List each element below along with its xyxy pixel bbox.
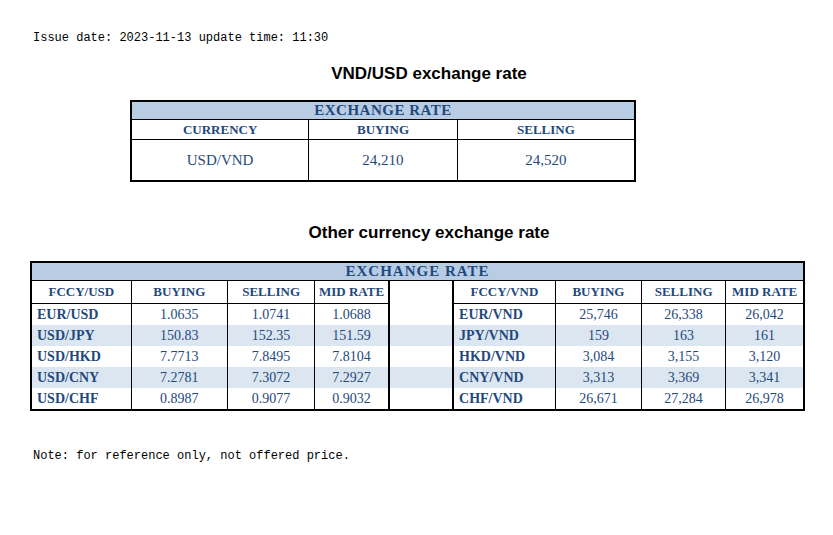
spacer-cell (389, 304, 453, 326)
selling-rate-cell: 7.3072 (227, 367, 314, 388)
pair-cell: USD/VND (131, 140, 309, 182)
mid-rate-cell: 151.59 (315, 325, 389, 346)
header-selling: SELLING (457, 120, 635, 140)
table-header-row: FCCY/USD BUYING SELLING MID RATE FCCY/VN… (31, 281, 804, 304)
mid-rate-cell: 7.8104 (315, 346, 389, 367)
header-buying-right: BUYING (555, 281, 641, 304)
mid-rate-cell: 26,978 (726, 388, 804, 410)
selling-rate-cell: 27,284 (642, 388, 726, 410)
spacer-cell (389, 367, 453, 388)
table-row: EUR/USD 1.0635 1.0741 1.0688 EUR/VND 25,… (31, 304, 804, 326)
header-midrate-right: MID RATE (726, 281, 804, 304)
exchange-rate-band: EXCHANGE RATE (131, 101, 635, 120)
header-selling-right: SELLING (642, 281, 726, 304)
buying-rate-cell: 24,210 (309, 140, 458, 182)
pair-cell: USD/CHF (31, 388, 131, 410)
buying-rate-cell: 3,084 (555, 346, 641, 367)
spacer-cell (389, 346, 453, 367)
pair-cell: CHF/VND (453, 388, 555, 410)
pair-cell: EUR/USD (31, 304, 131, 326)
selling-rate-cell: 3,369 (642, 367, 726, 388)
buying-rate-cell: 1.0635 (131, 304, 227, 326)
buying-rate-cell: 150.83 (131, 325, 227, 346)
pair-cell: EUR/VND (453, 304, 555, 326)
selling-rate-cell: 7.8495 (227, 346, 314, 367)
table-row: USD/CHF 0.8987 0.9077 0.9032 CHF/VND 26,… (31, 388, 804, 410)
selling-rate-cell: 1.0741 (227, 304, 314, 326)
pair-cell: USD/CNY (31, 367, 131, 388)
buying-rate-cell: 7.2781 (131, 367, 227, 388)
note-text: Note: for reference only, not offered pr… (33, 449, 350, 463)
buying-rate-cell: 26,671 (555, 388, 641, 410)
mid-rate-cell: 161 (726, 325, 804, 346)
buying-rate-cell: 0.8987 (131, 388, 227, 410)
buying-rate-cell: 3,313 (555, 367, 641, 388)
usd-vnd-rate-table: EXCHANGE RATE CURRENCY BUYING SELLING US… (130, 100, 636, 182)
mid-rate-cell: 26,042 (726, 304, 804, 326)
exchange-rate-band: EXCHANGE RATE (31, 262, 804, 281)
selling-rate-cell: 152.35 (227, 325, 314, 346)
pair-cell: CNY/VND (453, 367, 555, 388)
selling-rate-cell: 0.9077 (227, 388, 314, 410)
mid-rate-cell: 3,341 (726, 367, 804, 388)
table-band-row: EXCHANGE RATE (31, 262, 804, 281)
header-fccy-usd: FCCY/USD (31, 281, 131, 304)
buying-rate-cell: 7.7713 (131, 346, 227, 367)
usd-table-title: VND/USD exchange rate (29, 64, 829, 84)
table-row: USD/JPY 150.83 152.35 151.59 JPY/VND 159… (31, 325, 804, 346)
selling-rate-cell: 3,155 (642, 346, 726, 367)
header-currency: CURRENCY (131, 120, 309, 140)
header-buying-left: BUYING (131, 281, 227, 304)
selling-rate-cell: 24,520 (457, 140, 635, 182)
buying-rate-cell: 25,746 (555, 304, 641, 326)
selling-rate-cell: 163 (642, 325, 726, 346)
header-buying: BUYING (309, 120, 458, 140)
header-fccy-vnd: FCCY/VND (453, 281, 555, 304)
spacer-cell (389, 281, 453, 304)
other-table-title: Other currency exchange rate (29, 223, 829, 243)
issue-date-text: Issue date: 2023-11-13 update time: 11:3… (33, 31, 328, 45)
buying-rate-cell: 159 (555, 325, 641, 346)
selling-rate-cell: 26,338 (642, 304, 726, 326)
pair-cell: USD/JPY (31, 325, 131, 346)
table-row: USD/CNY 7.2781 7.3072 7.2927 CNY/VND 3,3… (31, 367, 804, 388)
mid-rate-cell: 7.2927 (315, 367, 389, 388)
table-row: USD/HKD 7.7713 7.8495 7.8104 HKD/VND 3,0… (31, 346, 804, 367)
mid-rate-cell: 1.0688 (315, 304, 389, 326)
mid-rate-cell: 0.9032 (315, 388, 389, 410)
header-midrate-left: MID RATE (315, 281, 389, 304)
table-row: USD/VND 24,210 24,520 (131, 140, 635, 182)
spacer-cell (389, 325, 453, 346)
pair-cell: USD/HKD (31, 346, 131, 367)
other-currency-rate-table: EXCHANGE RATE FCCY/USD BUYING SELLING MI… (30, 261, 805, 411)
header-selling-left: SELLING (227, 281, 314, 304)
pair-cell: HKD/VND (453, 346, 555, 367)
pair-cell: JPY/VND (453, 325, 555, 346)
table-header-row: CURRENCY BUYING SELLING (131, 120, 635, 140)
mid-rate-cell: 3,120 (726, 346, 804, 367)
table-band-row: EXCHANGE RATE (131, 101, 635, 120)
spacer-cell (389, 388, 453, 410)
